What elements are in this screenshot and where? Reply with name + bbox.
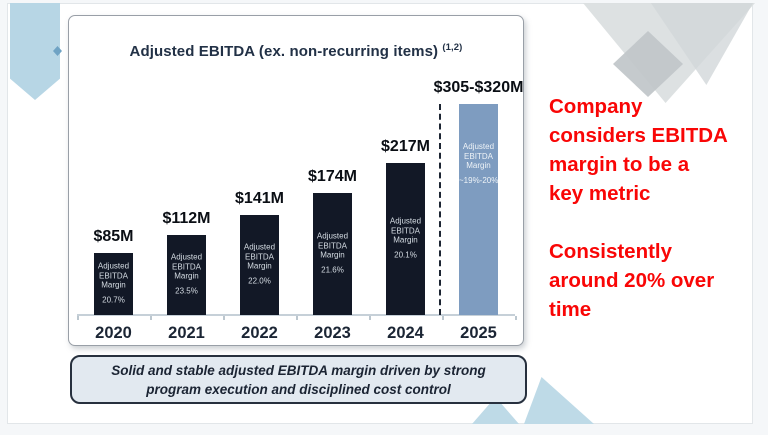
bar-margin-label: Adjusted EBITDA Margin 20.7% (94, 262, 133, 305)
x-axis-label-2021: 2021 (168, 324, 205, 342)
bar-2020: Adjusted EBITDA Margin 20.7% (94, 253, 133, 315)
x-axis-label-2023: 2023 (314, 324, 351, 342)
margin-label-value: 22.0% (248, 276, 271, 286)
bar-margin-label: Adjusted EBITDA Margin 23.5% (167, 253, 206, 296)
bar-margin-label: Adjusted EBITDA Margin ~19%-20% (459, 142, 498, 185)
margin-label-value: 23.5% (175, 286, 198, 296)
chart-title: Adjusted EBITDA (ex. non-recurring items… (69, 42, 523, 60)
callout-text-line: Solid and stable adjusted EBITDA margin … (111, 362, 486, 378)
side-note-line: Consistently (549, 240, 673, 263)
chart-title-text: Adjusted EBITDA (ex. non-recurring items… (129, 43, 443, 60)
bar-margin-label: Adjusted EBITDA Margin 20.1% (386, 217, 425, 260)
plot-area: Adjusted EBITDA Margin 20.7% $85M 2020 Adjus… (69, 16, 523, 345)
side-note-line: time (549, 298, 592, 321)
side-note-line: key metric (549, 182, 651, 205)
bar-2022: Adjusted EBITDA Margin 22.0% (240, 215, 279, 315)
x-axis-label-2020: 2020 (95, 324, 132, 342)
x-axis-label-2025: 2025 (460, 324, 497, 342)
bar-value-label-2022: $141M (235, 190, 284, 207)
x-axis-tick (150, 316, 152, 320)
margin-label-title: Adjusted EBITDA Margin (170, 252, 203, 281)
chart-title-footnote-marker: (1,2) (442, 42, 463, 53)
margin-label-title: Adjusted EBITDA Margin (243, 242, 276, 271)
callout-text-line: program execution and disciplined cost c… (146, 381, 451, 397)
bar-value-label-2023: $174M (308, 168, 357, 185)
x-axis-tick (442, 316, 444, 320)
x-axis-tick (223, 316, 225, 320)
side-note-line: Company (549, 95, 643, 118)
blue-diamond-accent-icon (53, 46, 62, 56)
callout-box: Solid and stable adjusted EBITDA margin … (70, 355, 527, 404)
bar-margin-label: Adjusted EBITDA Margin 22.0% (240, 243, 279, 286)
bar-value-label-2020: $85M (93, 228, 134, 245)
margin-label-title: Adjusted EBITDA Margin (316, 231, 349, 260)
margin-label-value: 20.1% (394, 250, 417, 260)
x-axis-label-2022: 2022 (241, 324, 278, 342)
forecast-divider-line (439, 104, 441, 315)
chart-card: Adjusted EBITDA (ex. non-recurring items… (68, 15, 524, 346)
side-note-line: around 20% over (549, 269, 715, 292)
x-axis-tick (296, 316, 298, 320)
bar-value-label-2021: $112M (162, 210, 211, 227)
side-note-line: margin to be a (549, 153, 690, 176)
bar-value-label-2024: $217M (381, 138, 430, 155)
bar-value-label-2025: $305-$320M (433, 79, 524, 96)
margin-label-title: Adjusted EBITDA Margin (97, 261, 130, 290)
bar-2023: Adjusted EBITDA Margin 21.6% (313, 193, 352, 315)
side-note-line: considers EBITDA (549, 124, 728, 147)
x-axis-tick (369, 316, 371, 320)
margin-label-value: 21.6% (321, 265, 344, 275)
margin-label-title: Adjusted EBITDA Margin (462, 142, 495, 170)
bar-2025: Adjusted EBITDA Margin ~19%-20% (459, 104, 498, 315)
bar-margin-label: Adjusted EBITDA Margin 21.6% (313, 232, 352, 275)
x-axis-tick (515, 316, 517, 320)
margin-label-value: ~19%-20% (459, 175, 499, 185)
margin-label-title: Adjusted EBITDA Margin (389, 216, 422, 245)
x-axis-line (77, 314, 515, 316)
blue-ribbon-decoration (10, 3, 60, 100)
bar-2024: Adjusted EBITDA Margin 20.1% (386, 163, 425, 315)
margin-label-value: 20.7% (102, 295, 125, 305)
side-note-line (549, 208, 754, 237)
bar-2021: Adjusted EBITDA Margin 23.5% (167, 235, 206, 315)
x-axis-label-2024: 2024 (387, 324, 424, 342)
side-note-text: Company considers EBITDA margin to be a key… (549, 92, 754, 324)
x-axis-tick (77, 316, 79, 320)
